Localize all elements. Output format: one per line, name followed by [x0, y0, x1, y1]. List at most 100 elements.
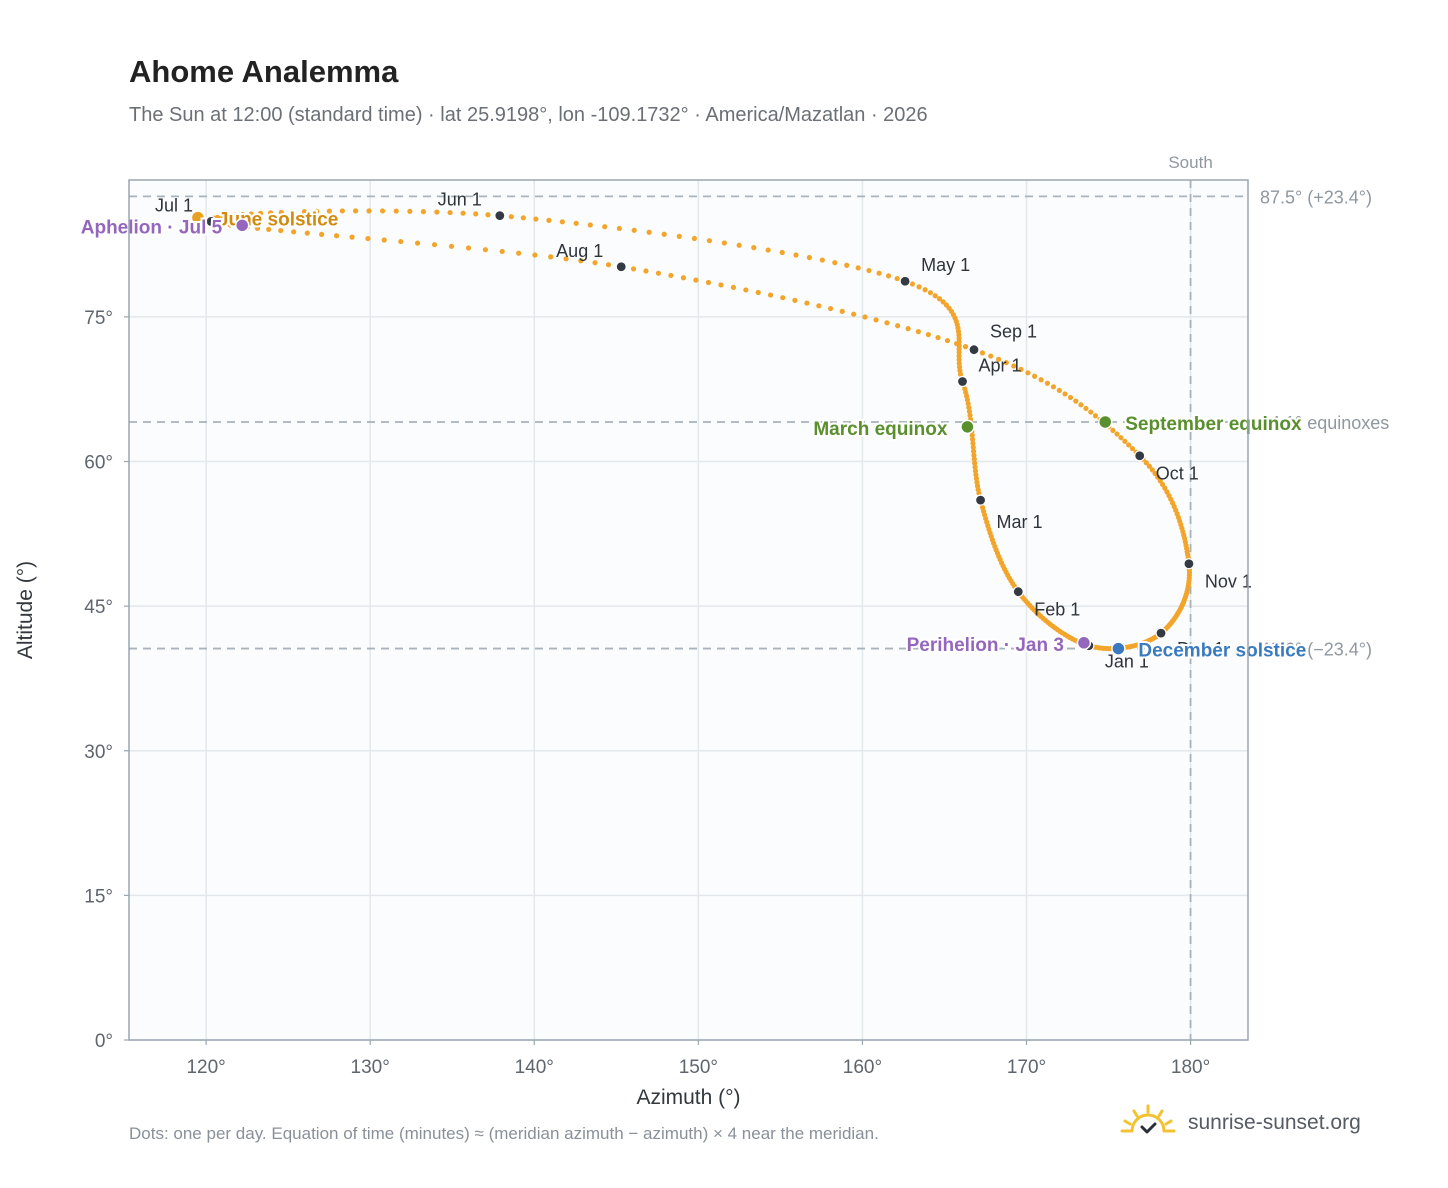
month-marker: [1183, 558, 1195, 570]
daily-point: [616, 225, 622, 232]
month-markers: Jan 1 Feb 1 Mar 1 Apr 1 May 1 Jun 1 Jul 1 Aug 1…: [155, 190, 1252, 672]
daily-point: [972, 464, 978, 470]
month-label: Aug 1: [556, 241, 603, 261]
daily-point: [767, 292, 774, 298]
daily-point: [414, 240, 421, 246]
daily-point: [349, 234, 355, 240]
reference-lines: South 87.5° (+23.4°) 64.1° equinoxes 40.6° …: [129, 153, 1389, 1040]
daily-point: [559, 219, 565, 225]
month-marker: [494, 210, 506, 222]
daily-point: [661, 231, 667, 237]
daily-point: [520, 215, 526, 221]
chart-title: Ahome Analemma: [129, 54, 399, 89]
x-tick-label: 180°: [1171, 1057, 1210, 1078]
daily-point: [227, 222, 233, 228]
daily-point: [819, 257, 825, 263]
daily-point: [532, 252, 538, 258]
sunrise-icon: [1120, 1104, 1176, 1134]
month-marker: [968, 344, 980, 356]
daily-point: [1155, 474, 1161, 480]
daily-point: [936, 296, 943, 302]
daily-point: [304, 230, 310, 236]
brand-name[interactable]: sunrise-sunset.org: [1188, 1111, 1361, 1134]
daily-point: [884, 320, 890, 326]
daily-point: [366, 208, 372, 214]
daily-point: [655, 270, 662, 276]
daily-point: [482, 247, 489, 253]
daily-point: [1011, 363, 1017, 369]
daily-point: [962, 344, 969, 350]
daily-point: [972, 460, 978, 466]
daily-point: [448, 243, 455, 249]
brand[interactable]: sunrise-sunset.org: [1120, 1103, 1361, 1143]
daily-point: [301, 209, 308, 215]
daily-point: [956, 357, 962, 363]
daily-point: [398, 238, 404, 245]
month-marker: [956, 375, 969, 388]
month-marker: [1012, 586, 1024, 598]
y-axis-label: Altitude (°): [14, 561, 37, 659]
daily-point: [1114, 431, 1120, 437]
event-marker: [1098, 414, 1113, 430]
month-label: Feb 1: [1034, 600, 1080, 620]
daily-point: [966, 404, 972, 411]
daily-point: [765, 247, 771, 253]
daily-point: [434, 209, 440, 215]
daily-point: [1083, 405, 1089, 412]
daily-point: [970, 440, 976, 446]
reference-label: 87.5° (+23.4°): [1260, 187, 1372, 207]
axes: 120° 130° 140° 150° 160° 170° 180° 0° 15° 30° 45° 6…: [14, 308, 1210, 1109]
daily-point: [730, 284, 737, 291]
daily-point: [970, 444, 976, 450]
daily-point: [909, 281, 916, 287]
month-marker: [1134, 450, 1146, 462]
daily-point: [1088, 409, 1094, 415]
daily-point: [381, 237, 387, 243]
daily-point: [1149, 467, 1155, 473]
daily-point: [254, 225, 261, 231]
month-label: Dec 1: [1177, 639, 1224, 659]
y-tick-label: 30°: [84, 742, 113, 763]
daily-point: [743, 287, 749, 293]
daily-point: [988, 353, 994, 359]
daily-point: [969, 432, 975, 438]
daily-point: [353, 208, 359, 214]
daily-point: [905, 326, 911, 332]
daily-point: [915, 329, 921, 335]
daily-point: [996, 356, 1002, 362]
daily-point: [862, 314, 868, 320]
daily-point: [804, 300, 810, 306]
month-label: Nov 1: [1205, 572, 1252, 592]
month-label: Jul 1: [155, 195, 193, 215]
daily-point: [1032, 373, 1038, 379]
daily-point: [220, 221, 226, 227]
event-marker: [1111, 641, 1126, 656]
event-label: Aphelion · Jul 5: [81, 217, 223, 238]
daily-point: [927, 290, 934, 296]
month-label: Mar 1: [997, 512, 1043, 532]
daily-point: [705, 279, 712, 286]
daily-point: [278, 209, 284, 216]
daily-point: [971, 456, 977, 462]
daily-point: [706, 238, 713, 244]
daily-point: [319, 231, 325, 237]
daily-point: [630, 266, 637, 272]
daily-point: [499, 248, 505, 255]
event-marker: [960, 419, 975, 435]
daily-point: [736, 242, 742, 248]
y-tick-label: 60°: [84, 453, 113, 474]
daily-point: [1092, 413, 1099, 419]
daily-point: [1056, 387, 1062, 393]
daily-point: [232, 212, 238, 218]
daily-point: [718, 282, 724, 288]
event-label: December solstice: [1138, 641, 1306, 662]
daily-point: [894, 275, 900, 282]
month-label: Sep 1: [990, 322, 1037, 342]
daily-point: [971, 448, 977, 454]
daily-point: [573, 220, 579, 226]
daily-point: [291, 229, 297, 235]
daily-point: [533, 216, 539, 222]
chart-subtitle: The Sun at 12:00 (standard time) · lat 2…: [129, 104, 928, 126]
